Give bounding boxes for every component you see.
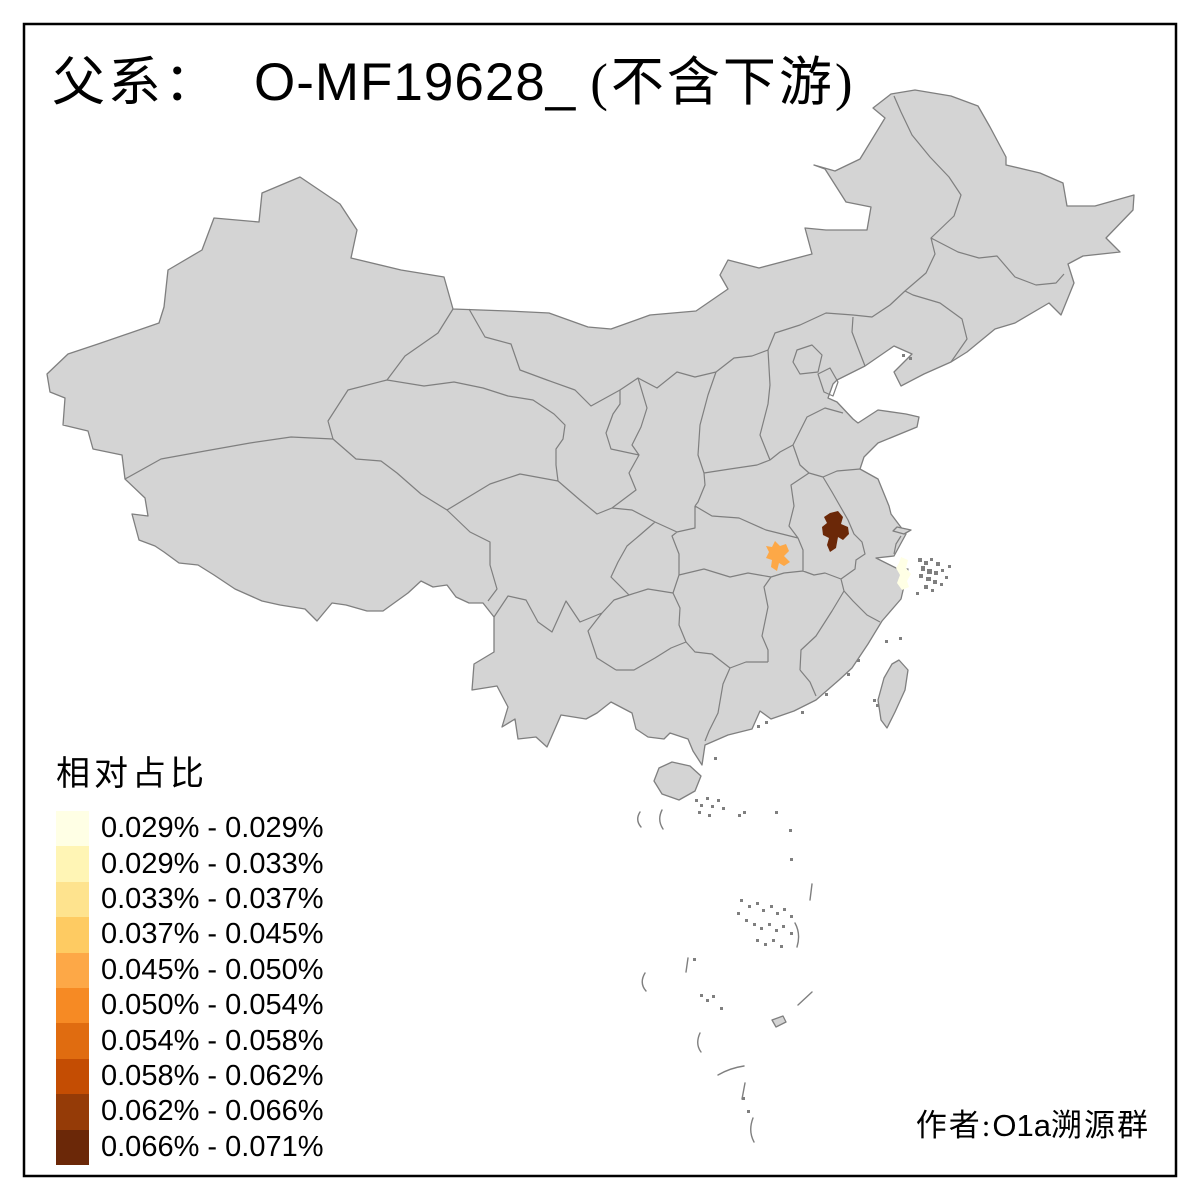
title-prefix: 父系： bbox=[52, 54, 220, 112]
legend-swatch bbox=[56, 846, 89, 882]
region-hubei-orange bbox=[766, 541, 790, 571]
legend-item: 0.066% - 0.071% bbox=[56, 1129, 324, 1165]
legend-swatch bbox=[56, 1129, 89, 1165]
legend-label: 0.054% - 0.058% bbox=[101, 1024, 324, 1057]
legend-item: 0.050% - 0.054% bbox=[56, 987, 324, 1024]
legend: 相对占比 0.029% - 0.029% 0.029% - 0.033% 0.0… bbox=[56, 746, 323, 1165]
legend-item: 0.062% - 0.066% bbox=[56, 1094, 324, 1130]
legend-label: 0.029% - 0.029% bbox=[101, 812, 324, 845]
attribution-prefix: 作者: bbox=[915, 1108, 993, 1143]
legend-label: 0.050% - 0.054% bbox=[101, 989, 324, 1022]
map-title: 父系： O-MF19628_ (不含下游) bbox=[52, 53, 856, 112]
legend-label: 0.062% - 0.066% bbox=[101, 1095, 324, 1128]
china-mainland-outline bbox=[46, 89, 1135, 766]
legend-swatch bbox=[56, 881, 89, 918]
legend-swatch bbox=[56, 1023, 89, 1059]
legend-item: 0.045% - 0.050% bbox=[56, 952, 324, 988]
legend-swatch bbox=[56, 987, 89, 1024]
sea-islets bbox=[693, 354, 951, 1113]
legend-label: 0.037% - 0.045% bbox=[101, 918, 324, 951]
legend-item: 0.029% - 0.033% bbox=[56, 846, 324, 882]
title-suffix: (不含下游) bbox=[590, 54, 856, 112]
hainan-island bbox=[653, 761, 702, 801]
legend-item: 0.029% - 0.029% bbox=[56, 811, 324, 847]
legend-swatch bbox=[56, 917, 89, 953]
legend-label: 0.058% - 0.062% bbox=[101, 1059, 324, 1092]
legend-item: 0.037% - 0.045% bbox=[56, 917, 324, 953]
legend-label: 0.066% - 0.071% bbox=[101, 1130, 324, 1163]
attribution-suffix: 溯源群 bbox=[1051, 1108, 1150, 1143]
attribution: 作者:O1a溯源群 bbox=[916, 1100, 1150, 1145]
region-anhui-darkest bbox=[822, 511, 849, 552]
land-group bbox=[46, 89, 1135, 1028]
title-haplogroup-code: O-MF19628_ bbox=[254, 53, 577, 112]
region-zhejiang-pale bbox=[896, 557, 911, 590]
province-borders bbox=[124, 95, 1065, 742]
spratly-main-islet bbox=[771, 1015, 787, 1028]
legend-swatch bbox=[56, 811, 89, 847]
legend-item: 0.054% - 0.058% bbox=[56, 1023, 324, 1059]
chongming-island bbox=[892, 526, 912, 535]
highlighted-regions bbox=[766, 511, 911, 590]
legend-item: 0.033% - 0.037% bbox=[56, 881, 324, 918]
sea-reef-arcs bbox=[637, 809, 813, 1143]
legend-swatch bbox=[56, 1094, 89, 1130]
legend-label: 0.045% - 0.050% bbox=[101, 953, 324, 986]
figure-frame bbox=[22, 22, 1178, 1178]
legend-swatch bbox=[56, 1058, 89, 1095]
legend-label: 0.029% - 0.033% bbox=[101, 847, 324, 880]
legend-swatch bbox=[56, 952, 89, 988]
legend-title: 相对占比 bbox=[56, 756, 208, 793]
taiwan-island bbox=[877, 659, 909, 729]
legend-item: 0.058% - 0.062% bbox=[56, 1058, 324, 1095]
legend-label: 0.033% - 0.037% bbox=[101, 882, 324, 915]
attribution-latin: O1a bbox=[992, 1108, 1051, 1143]
